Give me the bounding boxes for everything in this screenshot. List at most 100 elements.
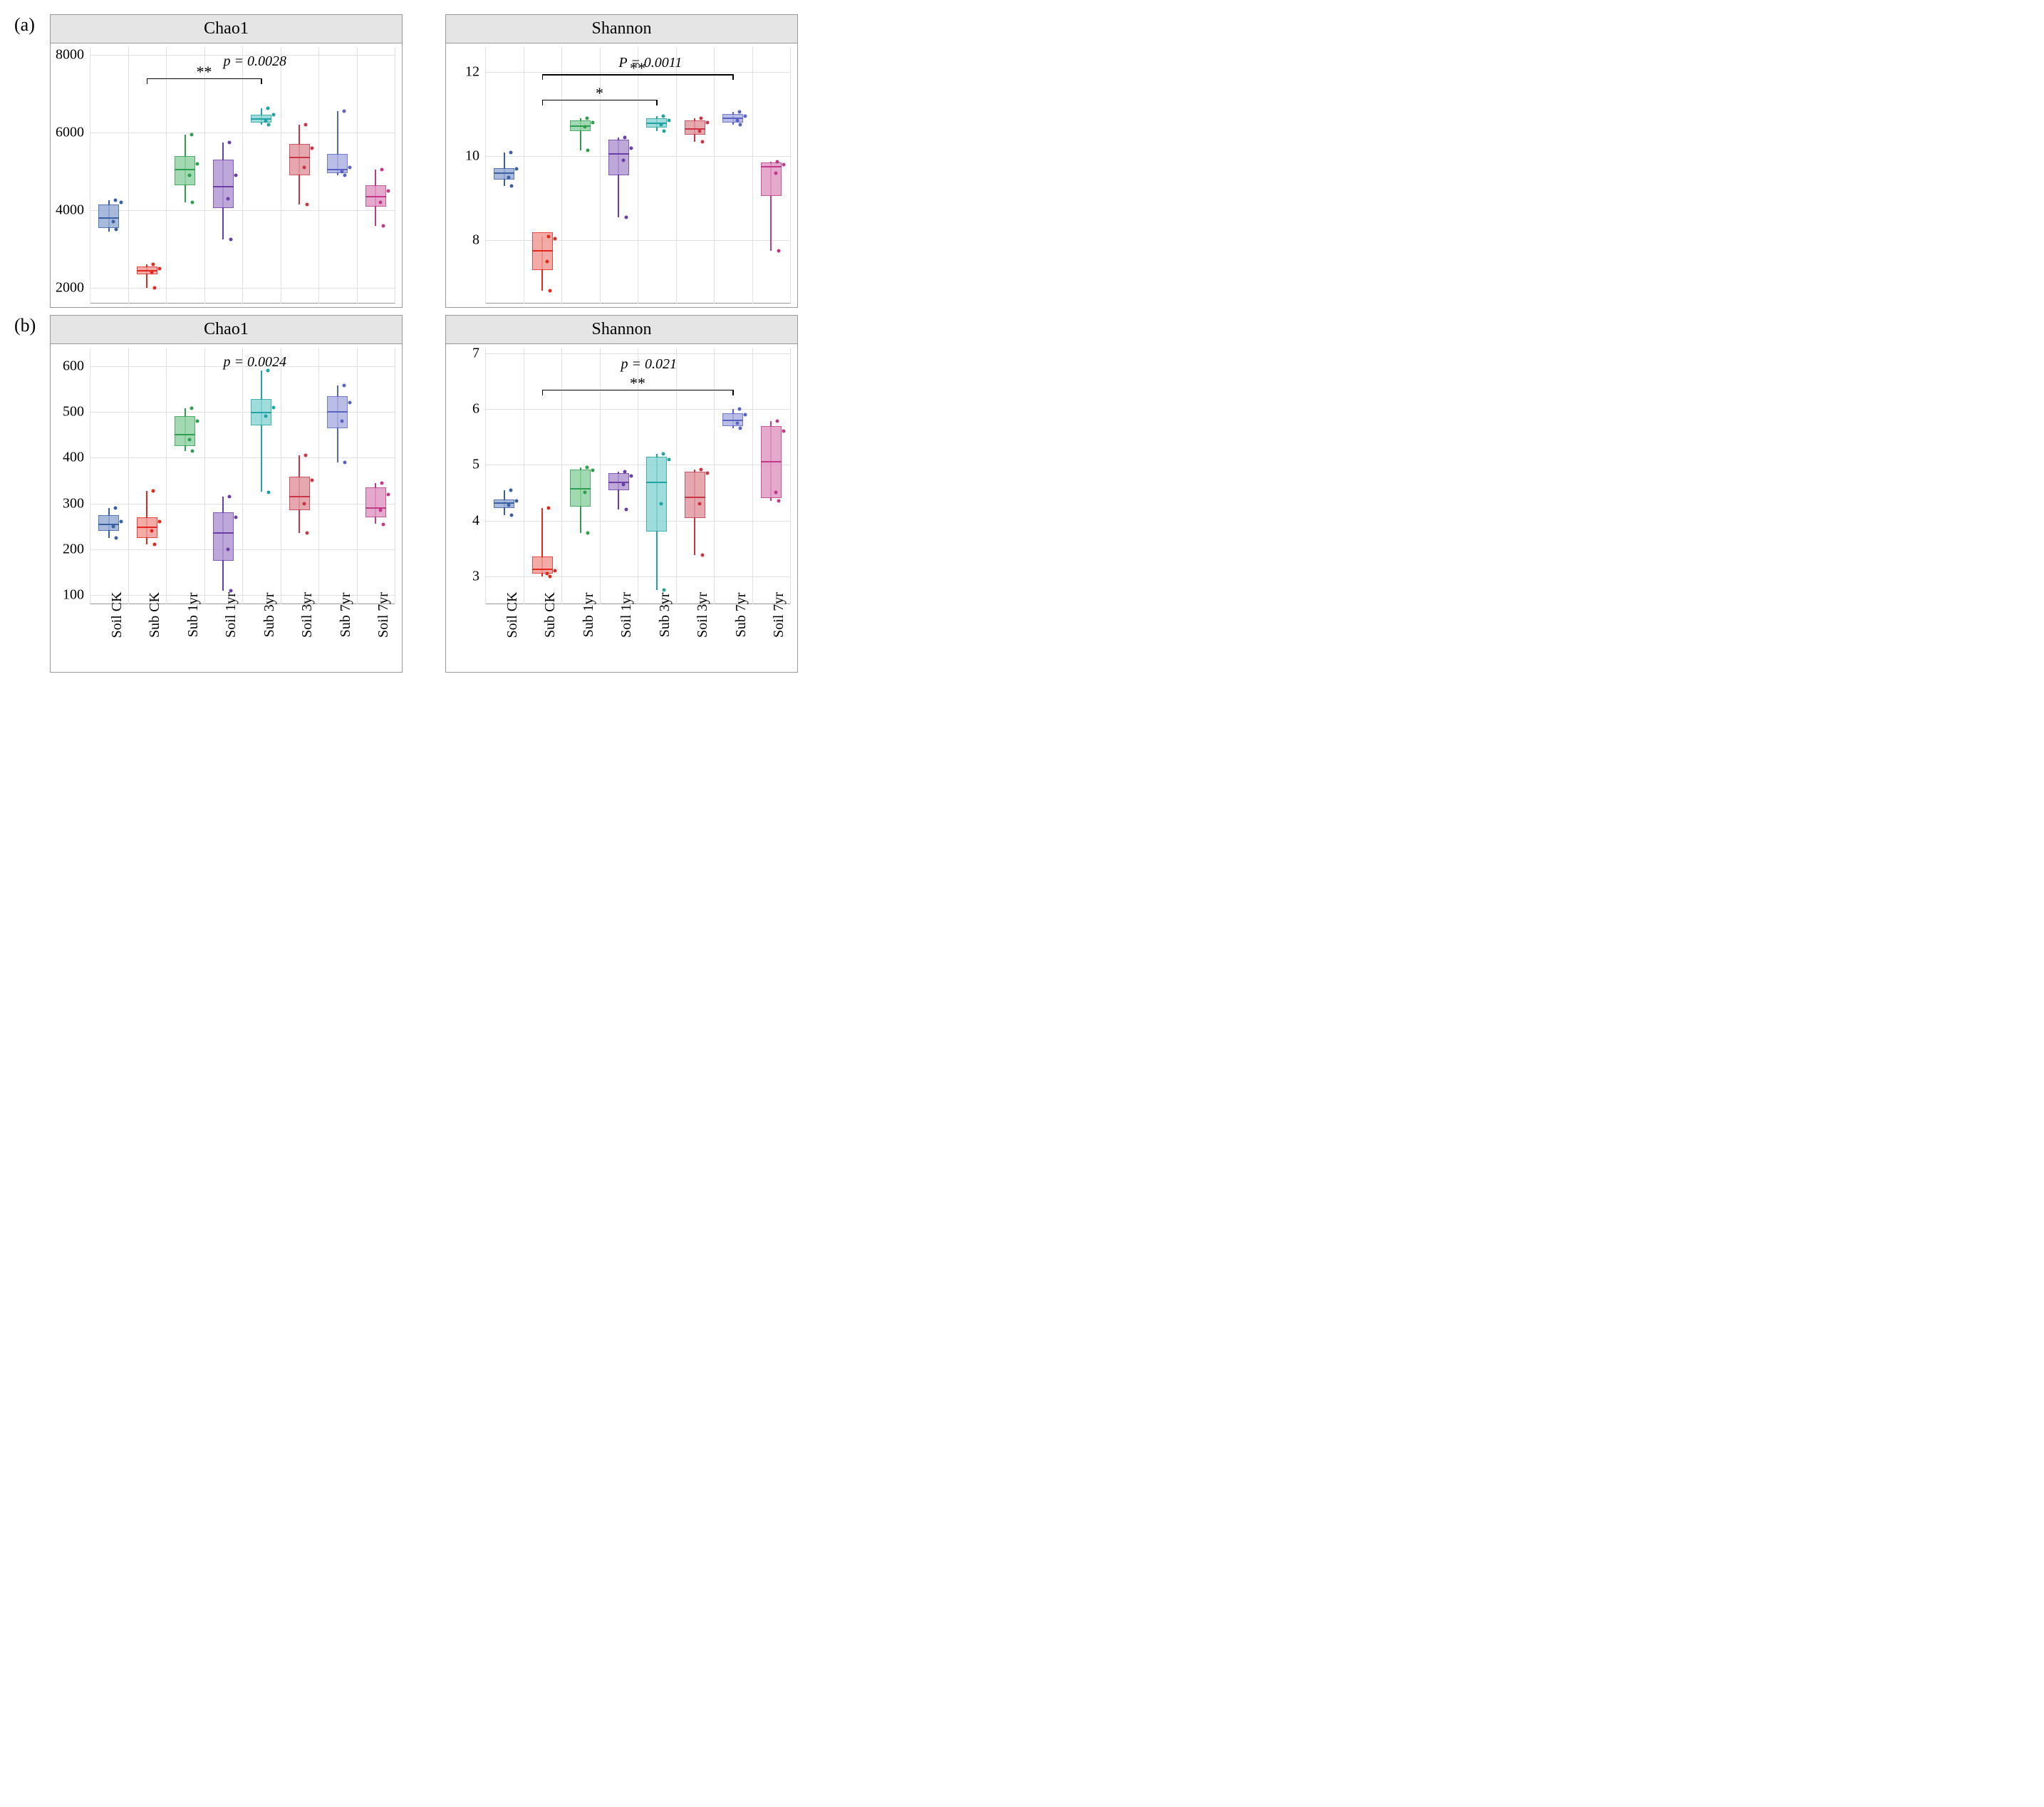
data-point bbox=[305, 202, 308, 206]
data-point bbox=[226, 547, 229, 551]
boxplot-box bbox=[365, 487, 386, 517]
y-tick-label: 7 bbox=[472, 345, 485, 361]
data-point bbox=[380, 167, 384, 171]
data-point bbox=[663, 130, 666, 133]
row-label-b: (b) bbox=[14, 315, 36, 336]
data-point bbox=[668, 457, 671, 461]
data-point bbox=[548, 289, 551, 293]
x-tick-label: Soil 3yr bbox=[695, 592, 711, 638]
significance-marker: ** bbox=[630, 59, 645, 78]
data-point bbox=[341, 170, 344, 173]
data-point bbox=[591, 469, 595, 472]
data-point bbox=[736, 119, 740, 123]
data-point bbox=[629, 475, 633, 478]
data-point bbox=[378, 509, 382, 512]
data-point bbox=[509, 488, 512, 492]
y-tick-label: 10 bbox=[465, 148, 485, 165]
data-point bbox=[621, 482, 625, 486]
data-point bbox=[548, 574, 551, 578]
panel-a-shannon: Shannon 81012P = 0.0011*** bbox=[445, 14, 798, 308]
boxplot-box bbox=[213, 160, 234, 208]
data-point bbox=[226, 197, 229, 200]
data-point bbox=[660, 123, 663, 127]
boxplot-box bbox=[646, 457, 667, 532]
data-point bbox=[583, 491, 587, 495]
panel-b-chao1: Chao1 100200300400500600p = 0.0024 Soil … bbox=[50, 315, 403, 673]
data-point bbox=[152, 263, 155, 266]
data-point bbox=[188, 174, 192, 177]
data-point bbox=[267, 490, 271, 494]
data-point bbox=[115, 228, 118, 232]
data-point bbox=[782, 430, 785, 433]
y-tick-label: 300 bbox=[63, 495, 90, 512]
boxplot-box bbox=[532, 556, 553, 573]
data-point bbox=[302, 166, 306, 170]
data-point bbox=[663, 589, 666, 592]
data-point bbox=[515, 499, 519, 503]
data-point bbox=[190, 406, 193, 410]
y-tick-label: 2000 bbox=[56, 280, 90, 296]
data-point bbox=[553, 237, 556, 240]
data-point bbox=[150, 271, 153, 274]
data-point bbox=[737, 408, 741, 411]
data-point bbox=[586, 148, 590, 152]
data-point bbox=[509, 150, 512, 154]
data-point bbox=[668, 119, 671, 123]
y-tick-label: 4000 bbox=[56, 202, 90, 219]
data-point bbox=[152, 489, 155, 492]
data-point bbox=[302, 502, 306, 505]
boxplot-box bbox=[494, 499, 514, 509]
data-point bbox=[112, 220, 115, 224]
y-tick-label: 4 bbox=[472, 512, 485, 529]
data-point bbox=[150, 529, 153, 533]
y-tick-label: 12 bbox=[465, 64, 485, 81]
data-point bbox=[234, 174, 237, 177]
data-point bbox=[304, 454, 308, 457]
data-point bbox=[624, 216, 628, 219]
x-tick-label: Soil 3yr bbox=[299, 592, 316, 638]
y-tick-label: 5 bbox=[472, 457, 485, 473]
y-tick-label: 500 bbox=[63, 404, 90, 420]
data-point bbox=[113, 507, 117, 510]
data-point bbox=[547, 234, 551, 238]
x-tick-label: Sub CK bbox=[147, 592, 163, 638]
y-tick-label: 8 bbox=[472, 232, 485, 249]
data-point bbox=[629, 146, 633, 150]
boxplot-box bbox=[327, 154, 348, 173]
data-point bbox=[380, 481, 384, 485]
p-value-label: P = 0.0011 bbox=[618, 55, 682, 71]
data-point bbox=[342, 383, 346, 387]
data-point bbox=[310, 479, 313, 482]
data-point bbox=[739, 123, 742, 127]
data-point bbox=[774, 172, 777, 175]
data-point bbox=[736, 421, 740, 425]
row-label-a: (a) bbox=[14, 14, 35, 36]
data-point bbox=[660, 502, 663, 506]
data-point bbox=[342, 110, 346, 113]
data-point bbox=[700, 117, 703, 120]
y-tick-label: 400 bbox=[63, 450, 90, 466]
y-tick-label: 100 bbox=[63, 587, 90, 604]
significance-marker: ** bbox=[197, 63, 212, 81]
panel-title: Shannon bbox=[446, 15, 797, 43]
significance-marker: ** bbox=[630, 374, 645, 393]
data-point bbox=[234, 515, 237, 519]
data-point bbox=[264, 415, 268, 418]
boxplot-box bbox=[289, 144, 310, 175]
data-point bbox=[585, 117, 588, 120]
x-tick-label: Soil CK bbox=[109, 591, 125, 638]
data-point bbox=[776, 420, 779, 423]
x-tick-label: Sub 1yr bbox=[185, 593, 202, 638]
data-point bbox=[348, 401, 352, 405]
boxplot-box bbox=[175, 416, 195, 446]
data-point bbox=[113, 199, 117, 202]
y-tick-label: 600 bbox=[63, 358, 90, 374]
y-tick-label: 3 bbox=[472, 568, 485, 584]
data-point bbox=[381, 522, 385, 526]
data-point bbox=[545, 259, 549, 263]
data-point bbox=[157, 520, 161, 524]
data-point bbox=[697, 130, 701, 133]
data-point bbox=[507, 175, 511, 179]
data-point bbox=[386, 189, 390, 192]
data-point bbox=[739, 427, 742, 430]
